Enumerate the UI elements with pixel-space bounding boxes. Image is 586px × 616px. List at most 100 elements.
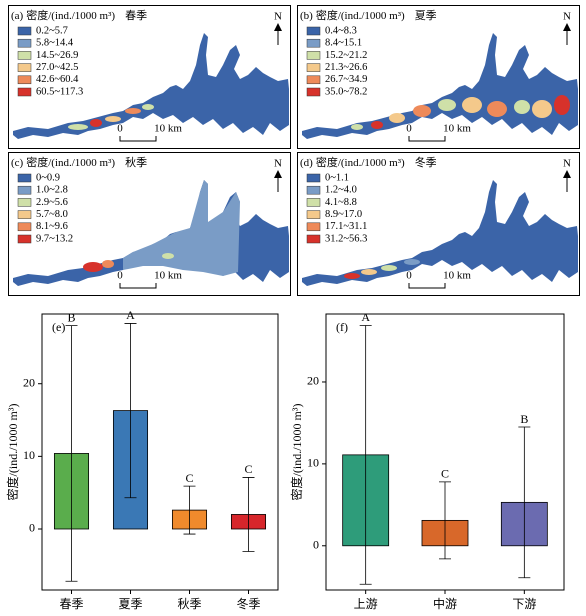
legend-label: 9.7~13.2 xyxy=(36,233,73,244)
unit-label: 密度/(ind./1000 m³) xyxy=(316,155,405,169)
legend-label: 0.4~8.3 xyxy=(325,25,357,36)
legend-label: 35.0~78.2 xyxy=(325,86,367,97)
legend-label: 2.9~5.6 xyxy=(36,197,68,208)
map-title: (a) 密度/(ind./1000 m³) 春季 xyxy=(11,8,147,22)
north-label: N xyxy=(274,11,282,23)
panel-label: (b) xyxy=(300,10,313,22)
legend-swatch xyxy=(17,38,32,48)
scale-label: 10 km xyxy=(154,270,182,282)
significance-letter: A xyxy=(361,310,370,324)
scale-bar xyxy=(119,283,157,289)
north-arrow-head xyxy=(274,170,282,178)
panel-label: (c) xyxy=(11,157,24,169)
north-arrow-head xyxy=(274,23,282,31)
legend-swatch xyxy=(306,38,321,48)
legend-swatch xyxy=(306,185,321,195)
x-tick-label: 上游 xyxy=(354,597,378,611)
legend-label: 8.9~17.0 xyxy=(325,209,362,220)
legend-swatch xyxy=(306,51,321,60)
legend-swatch xyxy=(17,185,32,195)
north-arrow-head xyxy=(563,170,571,178)
legend-swatch xyxy=(306,198,321,207)
season-label: 夏季 xyxy=(415,9,437,22)
map-panel: (c) 密度/(ind./1000 m³) 秋季 0~0.9 1.0~2.82.9~5.… xyxy=(8,152,291,296)
unit-label: 密度/(ind./1000 m³) xyxy=(26,8,115,22)
map-title: (b) 密度/(ind./1000 m³) 夏季 xyxy=(300,8,437,22)
legend-label: 8.1~9.6 xyxy=(36,221,68,232)
scale-label: 10 km xyxy=(443,123,471,135)
legend-label: 27.0~42.5 xyxy=(36,62,78,73)
error-bar xyxy=(359,325,372,585)
legend-swatch xyxy=(17,234,32,244)
significance-letter: C xyxy=(441,467,449,481)
legend-label: 0~0.9 xyxy=(36,172,60,183)
y-tick-label: 0 xyxy=(29,521,35,535)
y-tick-label: 10 xyxy=(307,456,319,470)
north-label: N xyxy=(563,158,571,170)
y-axis-label: 密度/(ind./1000 m³) xyxy=(5,404,20,501)
scale-label: 0 xyxy=(117,123,123,135)
error-bar xyxy=(439,481,451,560)
y-tick-label: 10 xyxy=(23,448,35,462)
legend-label: 42.6~60.4 xyxy=(36,74,79,85)
y-tick-label: 20 xyxy=(307,374,319,388)
scale-bar xyxy=(119,136,157,142)
x-tick-label: 春季 xyxy=(59,597,83,611)
panel-label: (f) xyxy=(336,320,348,334)
legend-swatch xyxy=(17,51,32,60)
legend-swatch xyxy=(17,26,32,36)
legend-swatch xyxy=(306,173,321,183)
season-label: 春季 xyxy=(125,9,147,22)
map-panel: (b) 密度/(ind./1000 m³) 夏季 0.4~8.3 8.4~15.115.… xyxy=(297,5,580,149)
legend-swatch xyxy=(306,63,321,72)
legend-swatch xyxy=(306,87,321,97)
x-tick-label: 下游 xyxy=(512,597,536,611)
x-tick-label: 夏季 xyxy=(118,597,142,611)
legend-label: 5.7~8.0 xyxy=(36,209,68,220)
north-arrow-head xyxy=(563,23,571,31)
legend-label: 14.5~26.9 xyxy=(36,50,78,61)
significance-letter: C xyxy=(244,462,252,476)
scale-label: 10 km xyxy=(154,123,182,135)
y-tick-label: 0 xyxy=(313,538,319,552)
legend-label: 21.3~26.6 xyxy=(325,62,367,73)
unit-label: 密度/(ind./1000 m³) xyxy=(316,8,405,22)
x-tick-label: 冬季 xyxy=(236,596,260,611)
scale-bar xyxy=(408,136,446,142)
legend-swatch xyxy=(17,210,32,219)
map-title: (c) 密度/(ind./1000 m³) 秋季 xyxy=(11,155,147,169)
legend-swatch xyxy=(17,173,32,183)
panel-label: (d) xyxy=(300,157,313,169)
error-bar xyxy=(65,325,78,582)
legend-label: 1.0~2.8 xyxy=(36,185,68,196)
scale-label: 10 km xyxy=(443,270,471,282)
legend-swatch xyxy=(306,210,321,219)
map-title: (d) 密度/(ind./1000 m³) 冬季 xyxy=(300,155,437,169)
legend-swatch xyxy=(17,63,32,72)
legend-label: 8.4~15.1 xyxy=(325,38,362,49)
legend-label: 15.2~21.2 xyxy=(325,50,367,61)
legend-swatch xyxy=(306,234,321,244)
legend-label: 5.8~14.4 xyxy=(36,38,74,49)
legend-label: 0~1.1 xyxy=(325,172,349,183)
map-panel: (a) 密度/(ind./1000 m³) 春季 0.2~5.7 5.8~14.414.… xyxy=(8,5,291,149)
scale-label: 0 xyxy=(117,270,123,282)
legend-label: 31.2~56.3 xyxy=(325,233,367,244)
scale-bar xyxy=(408,283,446,289)
scale-label: 0 xyxy=(406,270,412,282)
error-bar xyxy=(124,323,137,499)
legend-label: 0.2~5.7 xyxy=(36,25,68,36)
x-tick-label: 中游 xyxy=(433,596,457,611)
legend-swatch xyxy=(17,198,32,207)
season-label: 秋季 xyxy=(125,155,147,169)
legend-swatch xyxy=(17,75,32,85)
legend-swatch xyxy=(17,222,32,232)
legend-label: 60.5~117.3 xyxy=(36,86,83,97)
scale-label: 0 xyxy=(406,123,412,135)
legend-label: 17.1~31.1 xyxy=(325,221,367,232)
legend-label: 1.2~4.0 xyxy=(325,185,357,196)
unit-label: 密度/(ind./1000 m³) xyxy=(26,155,115,169)
legend-swatch xyxy=(306,26,321,36)
legend-swatch xyxy=(17,87,32,97)
